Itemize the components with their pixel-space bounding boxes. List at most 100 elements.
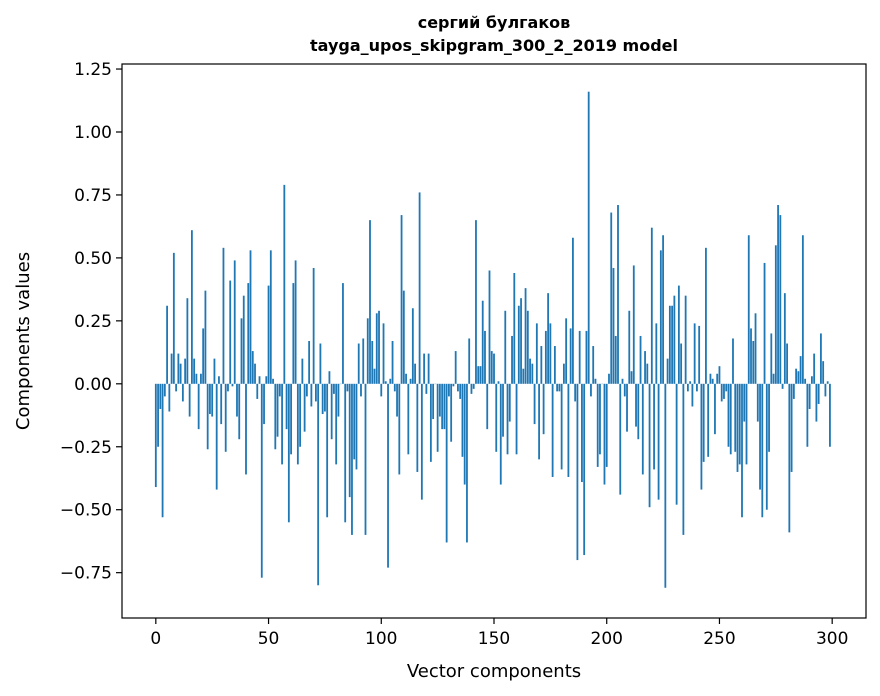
bar-223 [657, 383, 660, 500]
bar-24 [209, 383, 211, 415]
bar-35 [233, 260, 236, 384]
bar-168 [533, 383, 536, 425]
bar-239 [693, 323, 696, 384]
bar-117 [418, 192, 421, 384]
bar-55 [278, 383, 281, 397]
x-tick-label: 0 [150, 629, 161, 649]
bar-94 [366, 318, 369, 384]
bar-69 [310, 383, 313, 407]
bar-142 [475, 220, 477, 384]
bar-266 [754, 313, 757, 384]
bar-93 [364, 383, 367, 535]
bar-25 [211, 383, 214, 417]
bar-231 [675, 383, 678, 505]
bar-102 [384, 381, 387, 384]
bar-215 [639, 335, 642, 384]
bar-252 [723, 383, 725, 399]
bar-165 [526, 310, 529, 384]
bar-144 [479, 366, 482, 384]
bar-68 [308, 341, 311, 384]
bar-133 [454, 351, 457, 384]
bar-145 [481, 300, 484, 384]
bar-286 [799, 356, 802, 384]
bar-89 [355, 383, 358, 470]
bar-22 [204, 290, 207, 384]
bar-222 [655, 323, 658, 384]
chart-title-line-1: сергий булгаков [418, 13, 571, 32]
bar-91 [360, 383, 362, 397]
bar-273 [770, 333, 773, 384]
bar-4 [163, 383, 166, 397]
bar-270 [763, 262, 766, 384]
bar-246 [709, 373, 712, 384]
bar-32 [227, 383, 229, 392]
bar-14 [186, 298, 189, 384]
bar-279 [783, 293, 786, 384]
bar-183 [567, 383, 570, 477]
bar-292 [813, 353, 816, 384]
bar-135 [459, 383, 462, 399]
bar-232 [677, 285, 680, 384]
bar-179 [558, 383, 561, 392]
bar-151 [495, 383, 498, 452]
bar-116 [416, 383, 419, 472]
bar-290 [808, 383, 811, 409]
bar-196 [596, 383, 599, 467]
bar-13 [184, 358, 187, 384]
bar-259 [738, 383, 741, 465]
bar-52 [272, 378, 274, 384]
bar-123 [432, 383, 435, 420]
bar-17 [193, 358, 196, 384]
bar-275 [774, 245, 777, 384]
bar-258 [736, 383, 739, 472]
bar-43 [251, 351, 254, 384]
bar-233 [680, 343, 683, 384]
bar-120 [425, 383, 428, 394]
bar-180 [560, 383, 563, 470]
x-tick-label: 150 [478, 629, 510, 649]
bar-248 [714, 383, 716, 435]
bar-83 [342, 283, 344, 384]
bar-67 [305, 383, 308, 397]
x-tick-label: 100 [365, 629, 397, 649]
bar-53 [274, 383, 277, 450]
bar-19 [197, 383, 200, 430]
bar-287 [801, 235, 804, 384]
bar-200 [605, 383, 608, 467]
bar-291 [810, 376, 813, 384]
bar-226 [664, 383, 667, 588]
bar-60 [290, 383, 292, 455]
bar-296 [822, 361, 825, 384]
bar-149 [490, 351, 493, 384]
bar-46 [258, 376, 261, 384]
bar-118 [420, 383, 423, 500]
bar-249 [716, 373, 719, 384]
bar-137 [463, 383, 466, 485]
bar-138 [466, 383, 468, 543]
bar-265 [752, 341, 755, 384]
x-tick-label: 200 [591, 629, 623, 649]
bar-63 [296, 383, 299, 465]
bar-128 [443, 383, 446, 430]
bar-210 [628, 310, 631, 384]
bar-33 [229, 280, 232, 384]
bar-7 [170, 353, 173, 384]
bar-107 [396, 383, 398, 417]
bar-203 [612, 267, 615, 384]
bar-185 [572, 237, 574, 384]
bar-90 [357, 343, 360, 384]
bar-216 [641, 383, 644, 475]
bar-163 [522, 368, 525, 384]
bar-234 [682, 383, 685, 535]
x-axis-ticks: 0 50 100 150 200 250 300 [150, 618, 848, 649]
bar-77 [328, 371, 331, 384]
bar-224 [659, 250, 662, 384]
bar-29 [220, 383, 223, 425]
bar-125 [436, 383, 439, 452]
bar-136 [461, 383, 464, 457]
bar-79 [333, 383, 335, 394]
bar-88 [353, 383, 356, 460]
bar-182 [565, 318, 568, 384]
bar-195 [594, 378, 597, 384]
bar-10 [177, 353, 180, 384]
